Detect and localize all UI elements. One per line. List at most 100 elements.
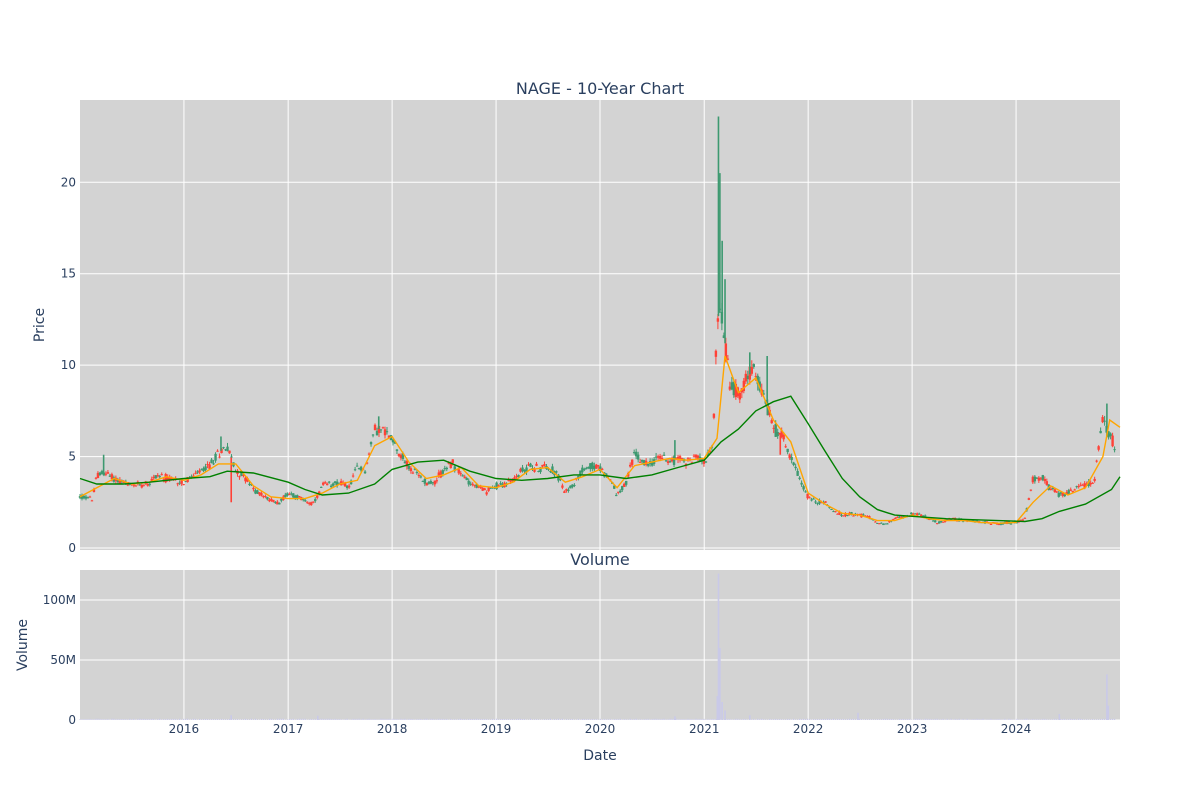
volume-bar [454,719,455,720]
candle-body [1103,421,1105,422]
candle-body [597,465,599,466]
volume-bar [225,719,226,720]
volume-bar [113,719,114,720]
volume-bar [313,719,314,720]
volume-bar [608,719,609,720]
volume-bar [657,719,658,720]
volume-bar [396,719,397,720]
volume-bar [299,719,300,720]
candle-body [180,480,182,484]
candle-body [834,511,836,512]
volume-bar [339,719,340,720]
candle-body [924,515,926,516]
volume-bar [909,719,910,720]
volume-bar [404,719,405,720]
volume-bar [512,719,513,720]
volume-bar [743,719,744,720]
volume-bar [159,719,160,720]
volume-bar [667,719,668,720]
volume-bar [440,719,441,720]
volume-bar [121,719,122,720]
volume-bar [951,719,952,720]
candle-body [814,501,816,502]
volume-bar [1046,719,1047,720]
candle-body [462,475,464,476]
candle-body [332,483,334,485]
volume-bar [943,719,944,720]
volume-bar [460,719,461,720]
volume-bar [476,719,477,720]
candle-body [1111,436,1113,447]
volume-bar [560,719,561,720]
candle-body [601,469,603,470]
volume-bar [604,719,605,720]
candle-body [555,471,557,472]
volume-bar [592,719,593,720]
volume-bar [87,719,88,720]
volume-bar [488,719,489,720]
volume-bar [775,719,776,720]
volume-bar [853,719,854,720]
volume-bar [582,719,583,720]
candle-body [529,464,531,467]
volume-bar [398,719,399,720]
volume-bar [247,719,248,720]
volume-bar [283,719,284,720]
candle-body [796,471,798,476]
volume-bar [659,719,660,720]
volume-bar [261,719,262,720]
volume-bar [1108,706,1110,720]
volume-bar [777,719,778,720]
volume-bar [974,719,975,720]
volume-bar [998,719,999,720]
volume-bar [759,719,760,720]
candle-body [266,497,268,499]
candle-body [442,470,444,474]
volume-subtitle: Volume [570,550,630,569]
volume-bar [416,719,417,720]
candle-body [625,481,627,485]
candle-body [320,487,322,488]
volume-bar [235,719,236,720]
volume-bar [149,719,150,720]
candle-body [1024,518,1026,519]
candle-body [396,449,398,450]
candle-body [446,468,448,469]
volume-bar [919,719,920,720]
candle-body [782,435,784,439]
candle-body [802,486,804,489]
volume-bar [370,719,371,720]
candle-body [1091,483,1093,484]
candle-body [810,500,812,501]
volume-bar [616,719,617,720]
volume-bar [83,719,84,720]
volume-bar [251,719,252,720]
candle-body [1034,477,1036,482]
x-tick-label: 2017 [273,722,304,736]
volume-bar [91,719,92,720]
volume-bar [438,719,439,720]
volume-bar [654,719,655,720]
volume-bar [1054,719,1055,720]
volume-bar [915,719,916,720]
candle-body [619,491,621,493]
candle-body [364,472,366,474]
candle-body [631,460,633,465]
volume-bar [1032,719,1033,720]
candle-body [647,464,649,466]
volume-bar [697,719,698,720]
candle-body [89,497,91,498]
candle-body [717,318,719,321]
candle-body [563,491,565,493]
volume-bar [674,716,676,720]
volume-bar [237,719,238,720]
volume-bar [464,719,465,720]
volume-bar [358,719,359,720]
volume-bar [484,719,485,720]
volume-bar [111,719,112,720]
candle-body [210,460,212,464]
volume-bar [530,719,531,720]
